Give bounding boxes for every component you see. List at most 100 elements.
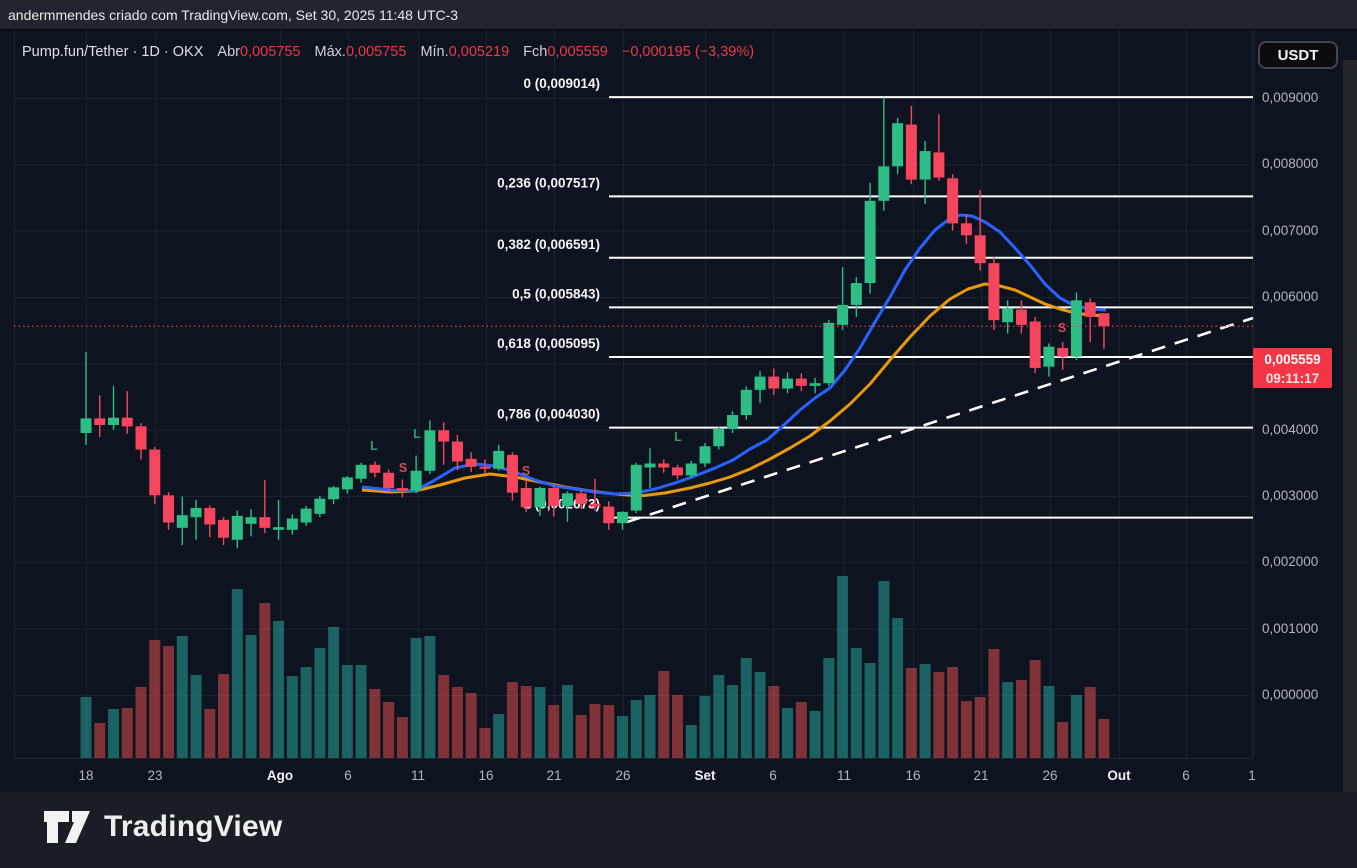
volume-bar [823, 658, 835, 758]
candle-body [1015, 309, 1027, 325]
candle-body [300, 508, 312, 523]
volume-bar [149, 640, 161, 758]
short-marker[interactable]: S [522, 464, 530, 478]
candle-body [465, 458, 477, 467]
candle-body [383, 472, 395, 489]
fib-level-label: 0,786 (0,004030) [497, 407, 600, 422]
tradingview-wordmark: TradingView [104, 810, 283, 843]
low-label: Mín. [420, 44, 449, 60]
volume-bar [493, 714, 505, 758]
volume-bar [960, 701, 972, 758]
volume-bar [575, 715, 587, 758]
long-marker[interactable]: L [370, 439, 378, 453]
candle-body [424, 430, 436, 471]
candle-body [933, 152, 945, 178]
attribution-bar: andermmendes criado com TradingView.com,… [0, 0, 1357, 30]
volume-bar [644, 695, 656, 758]
candle-body [451, 441, 463, 462]
candle-body [218, 519, 230, 538]
candle-body [108, 417, 120, 426]
volume-bar [231, 589, 243, 758]
long-marker[interactable]: L [674, 430, 682, 444]
candle-body [149, 449, 161, 496]
symbol-legend[interactable]: Pump.fun/Tether · 1D · OKX Abr0,005755 M… [22, 44, 754, 60]
volume-bar [80, 697, 92, 758]
candle-body [1029, 321, 1041, 368]
time-axis-label: Out [1107, 768, 1131, 783]
volume-bar [218, 674, 230, 758]
volume-bar [727, 685, 739, 758]
candle-body [905, 124, 917, 180]
volume-bar [176, 636, 188, 758]
candle-body [493, 450, 505, 469]
ma-fast-line [361, 213, 1107, 496]
candle-body [314, 498, 326, 514]
candle-body [960, 223, 972, 236]
candle-body [892, 123, 904, 167]
volume-bar [341, 665, 353, 758]
open-label: Abr [217, 44, 240, 60]
volume-bar [1057, 722, 1069, 758]
volume-bar [603, 705, 615, 758]
candle-body [974, 235, 986, 264]
price-axis-label: 0,007000 [1262, 222, 1319, 238]
trendline[interactable] [626, 316, 1254, 524]
volume-bar [135, 687, 147, 758]
candle-body [245, 517, 257, 524]
candle-body [988, 263, 1000, 321]
candle-body [534, 488, 546, 508]
chart-pane[interactable]: 0 (0,009014) 0,236 (0,007517) 0,382 (0,006… [0, 30, 1357, 822]
candle-body [809, 383, 821, 386]
volume-bar [438, 675, 450, 758]
volume-bar [850, 648, 862, 758]
volume-bar [204, 709, 216, 758]
tradingview-logo[interactable]: TradingView [44, 809, 282, 845]
volume-bar [548, 705, 560, 758]
volume-bar [1098, 719, 1110, 758]
volume-bar [328, 627, 340, 758]
short-marker[interactable]: S [1058, 321, 1066, 335]
price-axis-label: 0,009000 [1262, 90, 1319, 105]
time-axis-label: 6 [769, 768, 777, 783]
candle-body [1070, 300, 1082, 357]
bar-countdown: 09:11:17 [1265, 371, 1320, 386]
fib-level-label: 0,236 (0,007517) [497, 175, 600, 190]
volume-bar [94, 723, 106, 758]
candle-body [1043, 346, 1055, 367]
volume-bar [919, 664, 931, 758]
currency-toggle-button[interactable]: USDT [1258, 41, 1338, 69]
short-marker[interactable]: S [399, 461, 407, 475]
close-label: Fch [523, 44, 548, 60]
fib-level-label: 0,618 (0,005095) [497, 336, 600, 351]
candle-body [190, 507, 202, 518]
exchange-label: OKX [172, 44, 204, 60]
candle-body [795, 378, 807, 386]
candle-body [1057, 348, 1069, 357]
volume-bar [905, 668, 917, 758]
volume-bar [1070, 695, 1082, 758]
volume-bar [616, 716, 628, 758]
volume-bar [699, 696, 711, 758]
volume-bar [740, 658, 752, 758]
volume-bar [809, 711, 821, 758]
volume-bar [974, 697, 986, 758]
long-marker[interactable]: L [413, 427, 421, 441]
candle-body [121, 417, 133, 427]
price-axis-label: 0,006000 [1262, 288, 1319, 304]
symbol-title: Pump.fun/Tether · 1D · OKX [22, 44, 204, 60]
volume-bar [837, 576, 849, 758]
candle-body [259, 517, 271, 528]
candle-body [410, 470, 422, 491]
candle-body [506, 454, 518, 493]
volume-bar [314, 648, 326, 758]
close-value: 0,005559 [547, 44, 608, 60]
candle-body [1002, 308, 1014, 323]
time-axis-label: 21 [546, 768, 562, 783]
candle-body [864, 200, 876, 284]
volume-bar [630, 700, 642, 758]
price-chart-canvas[interactable]: 0 (0,009014) 0,236 (0,007517) 0,382 (0,006… [0, 30, 1357, 792]
candle-body [616, 511, 628, 524]
volume-bar [410, 638, 422, 758]
candle-body [1098, 313, 1110, 327]
volume-bar [1029, 660, 1041, 758]
